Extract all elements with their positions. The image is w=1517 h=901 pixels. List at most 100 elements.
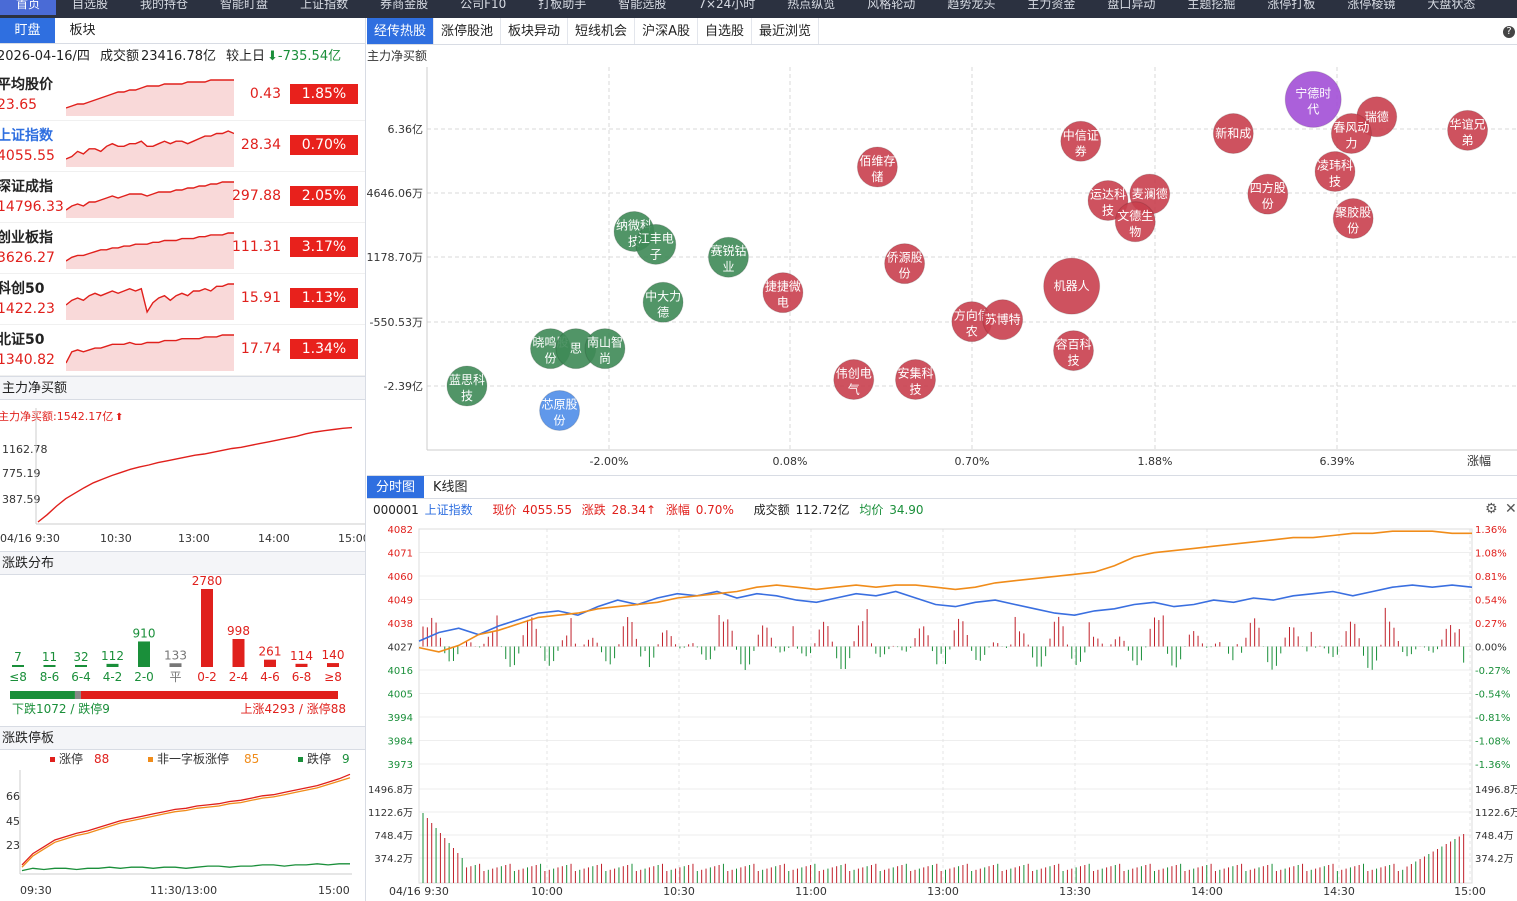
nav-item[interactable]: 涨停打板	[1267, 0, 1316, 11]
bubble-circle[interactable]	[982, 299, 1024, 341]
bubble-circle[interactable]	[1087, 180, 1129, 222]
nav-item[interactable]: 主题挖掘	[1187, 0, 1236, 11]
bubble-circle[interactable]	[1284, 70, 1342, 128]
pct-tick: 0.27%	[1475, 619, 1507, 630]
bubble-circle[interactable]	[1447, 109, 1489, 151]
hot-tab[interactable]: 涨停股池	[434, 18, 502, 44]
bubble[interactable]: 苏博特	[982, 299, 1024, 341]
bubble-circle[interactable]	[1043, 257, 1101, 315]
nav-item[interactable]: 风格轮动	[867, 0, 916, 11]
index-row[interactable]: 上证指数 4055.55 28.34 0.70%	[0, 121, 365, 172]
nav-item[interactable]: 我的持仓	[140, 0, 189, 11]
y-tick: 4646.06万	[367, 187, 423, 200]
price-tick: 4005	[388, 690, 413, 701]
nav-item[interactable]: 7×24小时	[698, 0, 756, 11]
tab-watch[interactable]: 盯盘	[0, 18, 55, 43]
bubble-circle[interactable]	[856, 146, 898, 188]
bubble-circle[interactable]	[1332, 198, 1374, 240]
market-summary: 2026-04-16/四 成交额 23416.78亿 较上日 ⬇ -735.54…	[0, 44, 365, 70]
dist-range-label: 2-4	[229, 670, 249, 684]
bubble-circle[interactable]	[584, 328, 626, 370]
gear-icon[interactable]: ⚙	[1485, 501, 1498, 517]
help-icon[interactable]: ?	[1503, 26, 1515, 38]
bubble-circle[interactable]	[1330, 113, 1372, 155]
nav-item[interactable]: 首页	[0, 0, 57, 15]
nav-item[interactable]: 趋势龙头	[947, 0, 996, 11]
nav-item[interactable]: 券商金股	[380, 0, 429, 11]
hot-tab[interactable]: 自选股	[698, 18, 752, 44]
bubble-circle[interactable]	[1247, 173, 1289, 215]
bubble-circle[interactable]	[635, 223, 677, 265]
index-row[interactable]: 平均股价 23.65 0.43 1.85%	[0, 70, 365, 121]
close-icon[interactable]: ✕	[1505, 501, 1517, 517]
nav-item[interactable]: 热点纵览	[787, 0, 836, 11]
bubble-circle[interactable]	[895, 359, 937, 401]
nav-item[interactable]: 打板助手	[538, 0, 587, 11]
tab-sector[interactable]: 板块	[69, 23, 96, 38]
index-row[interactable]: 科创50 1422.23 15.91 1.13%	[0, 274, 365, 325]
bubble-circle[interactable]	[707, 236, 749, 278]
index-pct-badge: 1.85%	[290, 84, 358, 104]
nav-item[interactable]: 智能盯盘	[220, 0, 269, 11]
hot-tab[interactable]: 板块异动	[501, 18, 569, 44]
bubble-circle[interactable]	[833, 359, 875, 401]
bubble-label: 份	[1262, 197, 1274, 211]
bubble-circle[interactable]	[642, 281, 684, 323]
tab-intraday[interactable]: 分时图	[367, 476, 425, 498]
bubble-circle[interactable]	[1060, 120, 1102, 162]
nav-item[interactable]: 自选股	[72, 0, 109, 11]
nav-item[interactable]: 主力资金	[1027, 0, 1076, 11]
nav-item[interactable]: 涨停棱镜	[1347, 0, 1396, 11]
bubble-circle[interactable]	[762, 272, 804, 314]
sparkline	[66, 232, 234, 269]
index-row[interactable]: 深证成指 14796.33 297.88 2.05%	[0, 172, 365, 223]
hot-tab[interactable]: 沪深A股	[635, 18, 698, 44]
x-axis-label: 涨幅	[1467, 453, 1491, 468]
bubble-circle[interactable]	[1114, 201, 1156, 243]
bubble-circle[interactable]	[1314, 151, 1356, 193]
index-row[interactable]: 创业板指 3626.27 111.31 3.17%	[0, 223, 365, 274]
bubble-label: 德	[657, 304, 669, 319]
index-value: 23.65	[0, 97, 38, 113]
hot-tab[interactable]: 最近浏览	[752, 18, 819, 44]
index-row[interactable]: 北证50 1340.82 17.74 1.34%	[0, 325, 365, 376]
nav-item[interactable]: 公司F10	[460, 0, 507, 11]
quote-name[interactable]: 上证指数	[424, 503, 473, 517]
bubble-circle[interactable]	[1212, 113, 1254, 155]
nav-item[interactable]: 大盘状态	[1427, 0, 1476, 11]
tab-kline[interactable]: K线图	[433, 480, 468, 495]
bubble[interactable]: 机器人	[1043, 257, 1101, 315]
nav-item[interactable]: 上证指数	[300, 0, 349, 11]
bubble-circle[interactable]	[446, 365, 488, 407]
bubble[interactable]: 新和成	[1212, 113, 1254, 155]
right-panel: 经传热股 涨停股池 板块异动 短线机会 沪深A股 自选股 最近浏览? 主力净买额 6.36亿 4…	[367, 18, 1517, 901]
nav-item[interactable]: 盘口异动	[1107, 0, 1156, 11]
bubble-circle[interactable]	[1052, 330, 1094, 372]
nav-item[interactable]: 智能选股	[618, 0, 667, 11]
hot-tab[interactable]: 短线机会	[568, 18, 636, 44]
hot-tab[interactable]: 经传热股	[367, 18, 435, 44]
bubble-circle[interactable]	[539, 389, 581, 431]
bubble-circle[interactable]	[884, 243, 926, 285]
